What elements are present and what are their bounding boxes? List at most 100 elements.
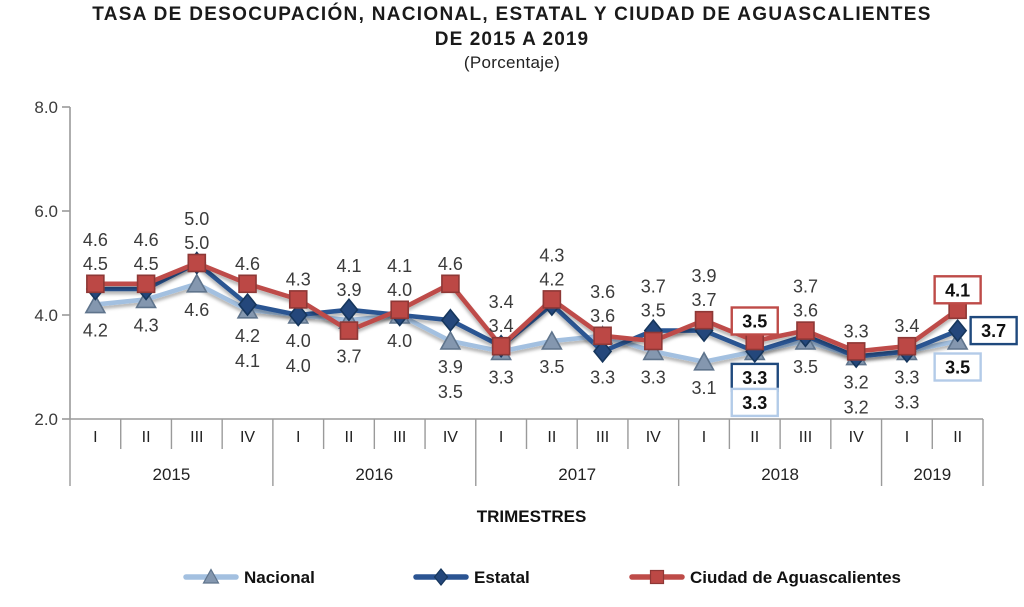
quarter-label: IV <box>849 429 864 446</box>
data-label-estatal-2: 5.0 <box>184 233 209 253</box>
data-label-box-ciudad-13 <box>730 306 779 336</box>
data-label-estatal-9: 4.2 <box>539 269 564 289</box>
marker-ciudad-16 <box>897 336 917 356</box>
y-axis-tick-label: 8.0 <box>34 98 58 117</box>
data-label-ciudad-14: 3.7 <box>793 277 818 297</box>
quarter-label: I <box>905 429 909 446</box>
year-label: 2016 <box>355 465 393 484</box>
data-label-ciudad-12: 3.9 <box>692 266 717 286</box>
data-label-estatal-12: 3.7 <box>692 290 717 310</box>
marker-nacional-9 <box>540 330 563 350</box>
marker-ciudad-11 <box>644 331 663 351</box>
marker-estatal-3 <box>237 292 258 317</box>
marker-ciudad-2 <box>187 253 207 273</box>
chart-title-line1: TASA DE DESOCUPACIÓN, NACIONAL, ESTATAL … <box>92 4 932 25</box>
legend-label-nacional: Nacional <box>244 568 315 587</box>
year-label: 2018 <box>761 465 799 484</box>
data-label-nacional-9: 3.5 <box>539 357 564 377</box>
marker-ciudad-4 <box>288 290 308 309</box>
quarter-label: II <box>953 429 962 446</box>
data-label-nacional-17: 3.5 <box>945 358 970 378</box>
data-label-estatal-1: 4.5 <box>134 254 159 274</box>
data-label-nacional-7: 3.5 <box>438 382 463 402</box>
quarter-label: I <box>702 429 706 446</box>
quarter-label: II <box>142 429 151 446</box>
marker-nacional-2 <box>185 273 208 293</box>
data-label-nacional-14: 3.5 <box>793 357 818 377</box>
quarter-label: III <box>190 429 203 446</box>
data-label-nacional-1: 4.3 <box>134 315 159 335</box>
data-label-estatal-0: 4.5 <box>83 254 108 274</box>
marker-ciudad-0 <box>86 274 105 294</box>
data-label-estatal-5: 4.1 <box>336 256 361 276</box>
data-label-box-ciudad-17 <box>933 275 982 305</box>
marker-ciudad-1 <box>136 274 156 294</box>
data-label-estatal-14: 3.6 <box>793 301 818 321</box>
quarter-label: I <box>499 429 503 446</box>
data-label-estatal-13: 3.3 <box>742 368 767 388</box>
data-label-estatal-17: 3.7 <box>981 321 1006 341</box>
data-label-ciudad-8: 3.4 <box>489 292 514 312</box>
quarter-label: I <box>93 429 97 446</box>
year-label: 2015 <box>153 465 191 484</box>
marker-ciudad-5 <box>339 321 359 340</box>
marker-nacional-11 <box>642 340 665 361</box>
data-label-ciudad-0: 4.6 <box>83 230 108 250</box>
data-label-estatal-15: 3.2 <box>844 373 869 393</box>
data-label-box-estatal-17 <box>969 315 1018 346</box>
marker-estatal-17 <box>948 318 968 343</box>
chart-subtitle: (Porcentaje) <box>463 53 561 72</box>
data-label-nacional-5: 3.9 <box>336 280 361 300</box>
data-label-nacional-3: 4.1 <box>235 351 260 371</box>
marker-ciudad-12 <box>694 310 714 330</box>
data-label-ciudad-11: 3.5 <box>641 301 666 321</box>
marker-estatal-5 <box>339 298 359 322</box>
quarter-label: III <box>799 429 812 446</box>
data-label-ciudad-9: 4.3 <box>539 245 564 265</box>
x-axis-title: TRIMESTRES <box>477 507 587 526</box>
data-label-estatal-4: 4.0 <box>286 331 311 351</box>
data-label-nacional-12: 3.1 <box>692 378 717 398</box>
legend-marker-ciudad <box>649 569 665 585</box>
data-label-ciudad-16: 3.4 <box>894 316 919 336</box>
marker-ciudad-10 <box>593 326 612 346</box>
data-label-estatal-6: 4.0 <box>387 280 412 300</box>
legend-marker-estatal <box>433 568 449 586</box>
legend-label-ciudad: Ciudad de Aguascalientes <box>690 568 901 587</box>
data-label-nacional-4: 4.0 <box>286 356 311 376</box>
data-label-estatal-11: 3.7 <box>641 277 666 297</box>
data-label-ciudad-4: 4.3 <box>286 269 311 289</box>
data-label-ciudad-5: 3.7 <box>336 347 361 367</box>
quarter-label: I <box>296 429 300 446</box>
marker-nacional-7 <box>439 330 462 350</box>
data-label-nacional-8: 3.3 <box>489 367 514 387</box>
marker-ciudad-15 <box>846 342 866 361</box>
data-label-nacional-15: 3.2 <box>844 398 869 418</box>
y-axis-tick-label: 2.0 <box>34 410 58 429</box>
data-label-box-nacional-17 <box>933 352 982 382</box>
data-label-ciudad-10: 3.6 <box>590 282 615 302</box>
data-label-ciudad-2: 5.0 <box>184 209 209 229</box>
y-axis-tick-label: 6.0 <box>34 202 58 221</box>
marker-ciudad-9 <box>542 290 562 309</box>
chart-title-block: TASA DE DESOCUPACIÓN, NACIONAL, ESTATAL … <box>0 4 1024 73</box>
marker-estatal-7 <box>440 308 460 332</box>
marker-nacional-0 <box>84 293 107 314</box>
legend-marker-nacional <box>202 568 220 584</box>
quarter-label: III <box>393 429 406 446</box>
marker-ciudad-14 <box>796 321 815 340</box>
marker-estatal-4 <box>288 303 308 327</box>
data-label-estatal-10: 3.3 <box>590 367 615 387</box>
data-label-nacional-0: 4.2 <box>83 321 108 341</box>
data-label-ciudad-15: 3.3 <box>844 321 869 341</box>
data-label-nacional-6: 4.0 <box>387 331 412 351</box>
marker-nacional-12 <box>693 351 715 371</box>
quarter-label: IV <box>443 429 458 446</box>
marker-ciudad-8 <box>491 336 511 356</box>
data-label-ciudad-7: 4.6 <box>438 254 463 274</box>
legend-label-estatal: Estatal <box>474 568 530 587</box>
quarter-label: II <box>547 429 556 446</box>
quarter-label: IV <box>646 429 661 446</box>
